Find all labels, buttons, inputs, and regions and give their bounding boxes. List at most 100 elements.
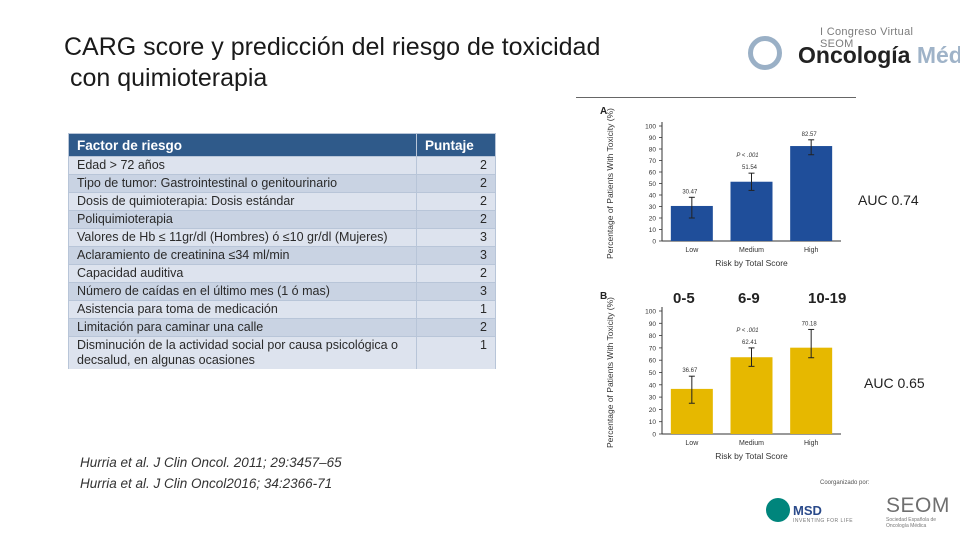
x-axis-label: Risk by Total Score xyxy=(715,258,788,268)
y-tick-label: 70 xyxy=(649,158,657,165)
slide-title: CARG score y predicción del riesgo de to… xyxy=(64,32,744,94)
y-tick-label: 70 xyxy=(649,345,657,352)
row-score: 2 xyxy=(416,192,496,211)
row-factor: Poliquimioterapia xyxy=(68,210,417,229)
x-tick-label: High xyxy=(804,247,819,254)
x-axis-label: Risk by Total Score xyxy=(715,451,788,461)
y-tick-label: 80 xyxy=(649,333,657,340)
table-row: Tipo de tumor: Gastrointestinal o genito… xyxy=(68,174,496,193)
y-axis-label: Percentage of Patients With Toxicity (%) xyxy=(605,108,615,259)
row-score: 3 xyxy=(416,246,496,265)
title-line-2: con quimioterapia xyxy=(70,64,268,92)
row-factor: Limitación para caminar una calle xyxy=(68,318,417,337)
logo-ring-icon xyxy=(748,36,782,70)
score-range-high: 10-19 xyxy=(808,290,847,307)
row-factor: Edad > 72 años xyxy=(68,156,417,175)
y-tick-label: 30 xyxy=(649,395,657,402)
row-score: 1 xyxy=(416,336,496,369)
data-label: 82.57 xyxy=(802,132,818,138)
table-row: Edad > 72 años 2 xyxy=(68,156,496,175)
table-header-factor: Factor de riesgo xyxy=(68,133,417,157)
y-tick-label: 60 xyxy=(649,358,657,365)
y-tick-label: 100 xyxy=(645,309,656,316)
row-factor: Número de caídas en el último mes (1 ó m… xyxy=(68,282,417,301)
row-score: 2 xyxy=(416,156,496,175)
auc-label-b: AUC 0.65 xyxy=(864,375,925,391)
y-tick-label: 0 xyxy=(652,239,656,246)
sponsor-footer: Coorganizado por: MSD INVENTING FOR LIFE… xyxy=(760,476,960,540)
table-row: Número de caídas en el último mes (1 ó m… xyxy=(68,282,496,301)
row-score: 3 xyxy=(416,228,496,247)
row-score: 1 xyxy=(416,300,496,319)
panel-letter: B xyxy=(600,291,607,302)
bar-medium xyxy=(730,181,773,241)
logo-name: Oncología Médica xyxy=(798,42,960,69)
row-score: 2 xyxy=(416,210,496,229)
y-tick-label: 30 xyxy=(649,204,657,211)
x-tick-label: High xyxy=(804,440,819,447)
data-label: 51.54 xyxy=(742,165,758,171)
references: Hurria et al. J Clin Oncol. 2011; 29:345… xyxy=(80,452,342,494)
table-row: Poliquimioterapia 2 xyxy=(68,210,496,229)
row-score: 3 xyxy=(416,282,496,301)
data-label: 36.67 xyxy=(682,368,698,374)
table-row: Valores de Hb ≤ 11gr/dl (Hombres) ó ≤10 … xyxy=(68,228,496,247)
y-tick-label: 20 xyxy=(649,216,657,223)
y-tick-label: 10 xyxy=(649,227,657,234)
logo-subtitle: I Congreso Virtual SEOM xyxy=(820,26,914,50)
y-tick-label: 40 xyxy=(649,193,657,200)
msd-tagline: INVENTING FOR LIFE xyxy=(793,518,854,524)
row-factor: Capacidad auditiva xyxy=(68,264,417,283)
bar-high xyxy=(790,146,833,241)
y-tick-label: 90 xyxy=(649,321,657,328)
logo-name-part2: Médica xyxy=(916,42,960,68)
y-tick-label: 50 xyxy=(649,181,657,188)
row-factor: Valores de Hb ≤ 11gr/dl (Hombres) ó ≤10 … xyxy=(68,228,417,247)
msd-logo-text: MSD xyxy=(793,503,822,518)
table-row: Limitación para caminar una calle 2 xyxy=(68,318,496,337)
p-value-label: P < .001 xyxy=(736,328,758,334)
table-header-score: Puntaje xyxy=(416,133,496,157)
y-tick-label: 0 xyxy=(652,432,656,439)
chart-a: A 0 10 20 30 40 50 60 70 80 90 100 Percentage of Pat… xyxy=(600,106,841,268)
y-tick-label: 60 xyxy=(649,170,657,177)
reference-1: Hurria et al. J Clin Oncol. 2011; 29:345… xyxy=(80,455,342,470)
data-label: 70.18 xyxy=(802,321,818,327)
x-tick-label: Medium xyxy=(739,440,764,447)
table-row: Disminución de la actividad social por c… xyxy=(68,336,496,369)
x-tick-label: Low xyxy=(685,247,699,254)
y-axis-label: Percentage of Patients With Toxicity (%) xyxy=(605,297,615,448)
row-factor: Asistencia para toma de medicación xyxy=(68,300,417,319)
title-line-1: CARG score y predicción del riesgo de to… xyxy=(64,33,601,61)
y-tick-label: 90 xyxy=(649,135,657,142)
y-tick-label: 10 xyxy=(649,419,657,426)
table-row: Dosis de quimioterapia: Dosis estándar 2 xyxy=(68,192,496,211)
table-row: Asistencia para toma de medicación 1 xyxy=(68,300,496,319)
y-tick-label: 40 xyxy=(649,382,657,389)
score-range-low: 0-5 xyxy=(673,290,695,307)
table-row: Capacidad auditiva 2 xyxy=(68,264,496,283)
seom-subtitle: Sociedad Española de Oncología Médica xyxy=(886,517,937,529)
table-row: Aclaramiento de creatinina ≤34 ml/min 3 xyxy=(68,246,496,265)
score-range-mid: 6-9 xyxy=(738,290,760,307)
y-tick-label: 80 xyxy=(649,147,657,154)
data-label: 30.47 xyxy=(682,189,698,195)
organized-by-label: Coorganizado por: xyxy=(820,480,870,486)
chart-divider xyxy=(576,97,856,98)
seom-logo-text: SEOM xyxy=(886,494,950,517)
p-value-label: P < .001 xyxy=(736,153,758,159)
bar-high xyxy=(790,347,833,434)
logo-name-part1: ncología xyxy=(815,42,911,68)
congress-logo: I Congreso Virtual SEOM Oncología Médica xyxy=(740,22,960,70)
panel-letter: A xyxy=(600,106,607,117)
auc-label-a: AUC 0.74 xyxy=(858,192,919,208)
x-tick-label: Low xyxy=(685,440,699,447)
y-tick-label: 50 xyxy=(649,370,657,377)
row-factor: Tipo de tumor: Gastrointestinal o genito… xyxy=(68,174,417,193)
risk-factor-table: Factor de riesgo Puntaje Edad > 72 años 2… xyxy=(68,133,496,369)
y-tick-label: 100 xyxy=(645,124,656,131)
data-label: 62.41 xyxy=(742,340,758,346)
row-factor: Dosis de quimioterapia: Dosis estándar xyxy=(68,192,417,211)
chart-b: B 0 10 20 30 40 50 60 70 80 90 100 Percentage of Pat… xyxy=(600,291,841,461)
row-score: 2 xyxy=(416,264,496,283)
